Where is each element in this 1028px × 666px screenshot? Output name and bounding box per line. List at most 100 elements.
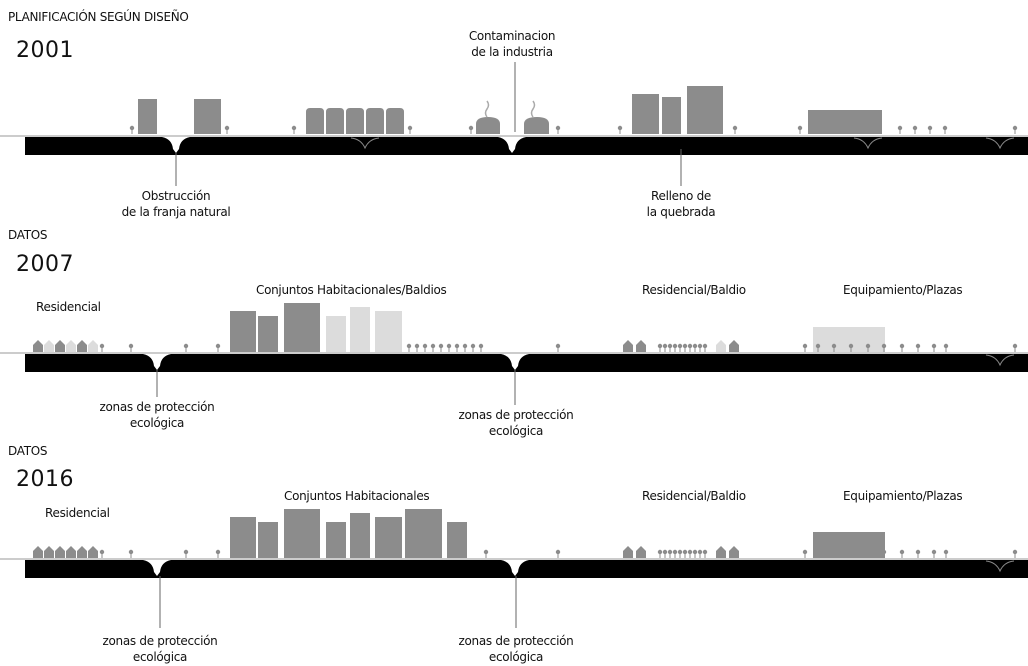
label-zona1-2007-line1: zonas de protección [99,400,215,414]
tree-2016-4-crown [483,549,489,555]
tree-2016-grp-6-crown [687,549,693,555]
tree-2007-grp-0-crown [657,343,663,349]
house-2016-r1 [623,546,633,558]
building-2016-e [350,513,370,558]
tree-2007-0-crown [99,343,105,349]
building-2001-a [138,99,157,134]
ground-2016 [25,560,1028,578]
tree-2007-8-crown [848,343,854,349]
house-2007-r1 [623,340,633,352]
tree-2007-row-9-crown [478,343,484,349]
label-residencial-baldio-2016: Residencial/Baldio [642,489,746,503]
tree-2007-13-crown [931,343,937,349]
label-obstruccion-line1: Obstrucción [141,189,211,203]
tree-2001-3-crown [407,125,413,131]
tree-2007-grp-6-crown [687,343,693,349]
tree-2007-row-5-crown [446,343,452,349]
industry-2001-b [524,117,549,134]
house-2016-r2 [636,546,646,558]
silo-2001-4 [386,108,404,134]
tree-2007-9-crown [865,343,871,349]
label-contaminacion: Contaminacion de la industria [468,28,556,60]
tree-2007-12-crown [915,343,921,349]
tree-2001-18-crown [1012,125,1018,131]
house-2016-2 [55,546,65,558]
label-zona1-2007: zonas de protección ecológica [100,399,215,431]
tree-2016-grp-5-crown [682,549,688,555]
building-2016-d [326,522,346,558]
dip-2001-c [985,137,1015,150]
tree-2016-15-crown [943,549,949,555]
tree-2001-2-crown [291,125,297,131]
house-2016-3 [66,546,76,558]
smoke-2001-a [484,100,490,118]
label-contaminacion-line1: Contaminacion [468,29,556,43]
tree-2007-grp-8-crown [697,343,703,349]
house-2007-0 [33,340,43,352]
tree-2016-grp-7-crown [692,549,698,555]
house-2016-r4 [729,546,739,558]
tree-2007-row-3-crown [430,343,436,349]
house-2007-1 [44,340,54,352]
tree-2016-7-crown [815,549,821,555]
building-2001-e [687,86,723,134]
tree-2016-9-crown [848,549,854,555]
tree-2016-grp-0-crown [657,549,663,555]
label-conjuntos-2007: Conjuntos Habitacionales/Baldios [256,283,447,297]
dip-2007-a [985,354,1015,367]
section-header-2007: DATOS [8,228,48,242]
tree-2007-grp-7-crown [692,343,698,349]
tree-2001-6-crown [617,125,623,131]
tree-2007-row-7-crown [462,343,468,349]
tree-2016-grp-1-crown [662,549,668,555]
tree-2001-0-crown [129,125,135,131]
building-2007-g [813,327,885,352]
label-zona1-2007-line2: ecológica [129,416,185,430]
tree-2001-7-crown [732,125,738,131]
label-relleno: Relleno de la quebrada [647,188,716,220]
tree-2007-grp-3-crown [672,343,678,349]
tree-2001-1-crown [224,125,230,131]
tree-2007-2-crown [183,343,189,349]
label-zona2-2016: zonas de protección ecológica [459,633,574,665]
label-equipamiento-2016: Equipamiento/Plazas [843,489,963,503]
label-relleno-line2: la quebrada [646,205,716,219]
house-2016-5 [88,546,98,558]
house-2016-r3 [716,546,726,558]
silo-2001-2 [346,108,364,134]
industry-2001-a [476,117,500,134]
house-2007-4 [77,340,87,352]
tree-2001-12-crown [857,125,863,131]
tree-2001-10-crown [827,125,833,131]
label-zona2-2007: zonas de protección ecológica [459,407,574,439]
tree-2001-13-crown [872,125,878,131]
tree-2007-grp-2-crown [667,343,673,349]
tree-2007-14-crown [943,343,949,349]
label-zona2-2016-line1: zonas de protección [458,634,574,648]
tree-2007-row-0-crown [406,343,412,349]
building-2007-d [326,316,346,352]
year-label-2001: 2001 [16,38,74,63]
dip-2001-b [853,137,883,150]
tree-2007-11-crown [899,343,905,349]
house-2016-1 [44,546,54,558]
tree-2016-16-crown [1012,549,1018,555]
section-header-2001: PLANIFICACIÓN SEGÚN DISEÑO [8,10,189,24]
building-2007-c [284,303,320,352]
tree-2007-grp-1-crown [662,343,668,349]
tree-2016-grp-8-crown [697,549,703,555]
label-residencial-baldio-2007: Residencial/Baldio [642,283,746,297]
smoke-2001-b [530,100,536,118]
tree-2007-3-crown [215,343,221,349]
building-2016-b [258,522,278,558]
tree-2007-grp-4-crown [677,343,683,349]
label-equipamiento-2007: Equipamiento/Plazas [843,283,963,297]
building-2007-b [258,316,278,352]
tree-2007-row-6-crown [454,343,460,349]
tree-2007-6-crown [815,343,821,349]
label-zona1-2016-line2: ecológica [132,650,188,664]
tree-2016-6-crown [802,549,808,555]
label-zona2-2007-line2: ecológica [488,424,544,438]
building-2016-i [813,532,885,558]
